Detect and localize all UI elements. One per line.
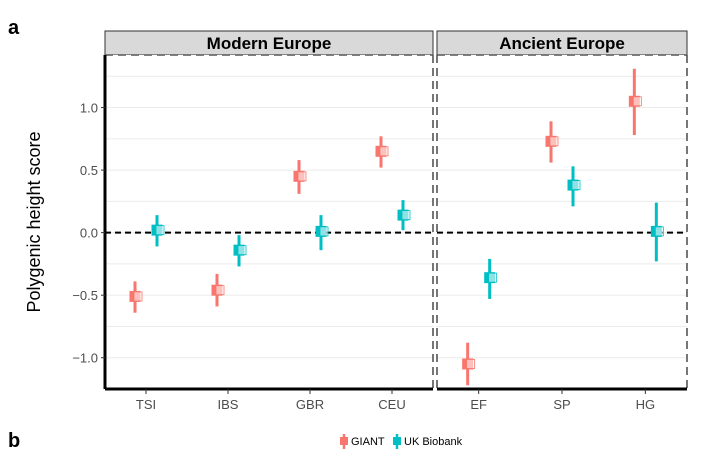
point-sp-giant-marker-highlight (549, 136, 559, 147)
x-tick-label-gbr: GBR (296, 397, 324, 412)
legend: GIANT UK Biobank (340, 434, 463, 449)
y-axis: −1.0 −0.5 0.0 0.5 1.0 (72, 101, 105, 366)
data-points (129, 68, 664, 386)
point-tsi-uk-biobank-marker-highlight (155, 225, 165, 236)
point-tsi-giant-marker-highlight (133, 291, 143, 302)
legend-giant-key (340, 437, 348, 445)
point-hg-uk-biobank-marker-highlight (654, 226, 664, 237)
x-tick-label-sp: SP (553, 397, 570, 412)
legend-uk-biobank-label: UK Biobank (404, 436, 463, 448)
panel-label-b: b (8, 430, 20, 452)
panel-ancient-europe (437, 55, 687, 389)
point-hg-giant-marker-highlight (632, 96, 642, 107)
x-tick-label-ef: EF (470, 397, 487, 412)
strip-modern-europe (104, 30, 434, 56)
x-tick-label-ibs: IBS (218, 397, 239, 412)
point-ibs-giant-marker-highlight (215, 285, 225, 296)
y-tick-label: −0.5 (72, 288, 98, 303)
y-tick-label: 1.0 (80, 101, 98, 116)
point-gbr-uk-biobank-marker-highlight (319, 226, 329, 237)
legend-giant-label: GIANT (351, 436, 385, 448)
y-tick-label: −1.0 (72, 351, 98, 366)
point-sp-uk-biobank-marker-highlight (571, 180, 581, 190)
y-axis-label: Polygenic height score (24, 131, 44, 312)
point-ef-giant-marker-highlight (466, 359, 476, 369)
strip-title-modern-europe: Modern Europe (207, 34, 332, 53)
x-tick-label-tsi: TSI (136, 397, 156, 412)
point-ef-uk-biobank-marker-highlight (488, 272, 498, 283)
point-ceu-uk-biobank-marker-highlight (401, 210, 411, 221)
x-axis: TSI IBS GBR CEU EF SP HG (136, 389, 655, 412)
strip-title-ancient-europe: Ancient Europe (499, 34, 625, 53)
y-tick-label: 0.0 (80, 226, 98, 241)
x-tick-label-ceu: CEU (378, 397, 405, 412)
y-tick-label: 0.5 (80, 163, 98, 178)
point-ceu-giant-marker-highlight (379, 146, 389, 157)
x-tick-label-hg: HG (636, 397, 656, 412)
strip-ancient-europe (436, 30, 688, 56)
legend-uk-biobank-key (393, 437, 401, 445)
panel-modern-europe (105, 55, 433, 389)
panel-label-a: a (8, 17, 20, 39)
point-ibs-uk-biobank-marker-highlight (237, 245, 247, 256)
point-gbr-giant-marker-highlight (297, 171, 307, 182)
